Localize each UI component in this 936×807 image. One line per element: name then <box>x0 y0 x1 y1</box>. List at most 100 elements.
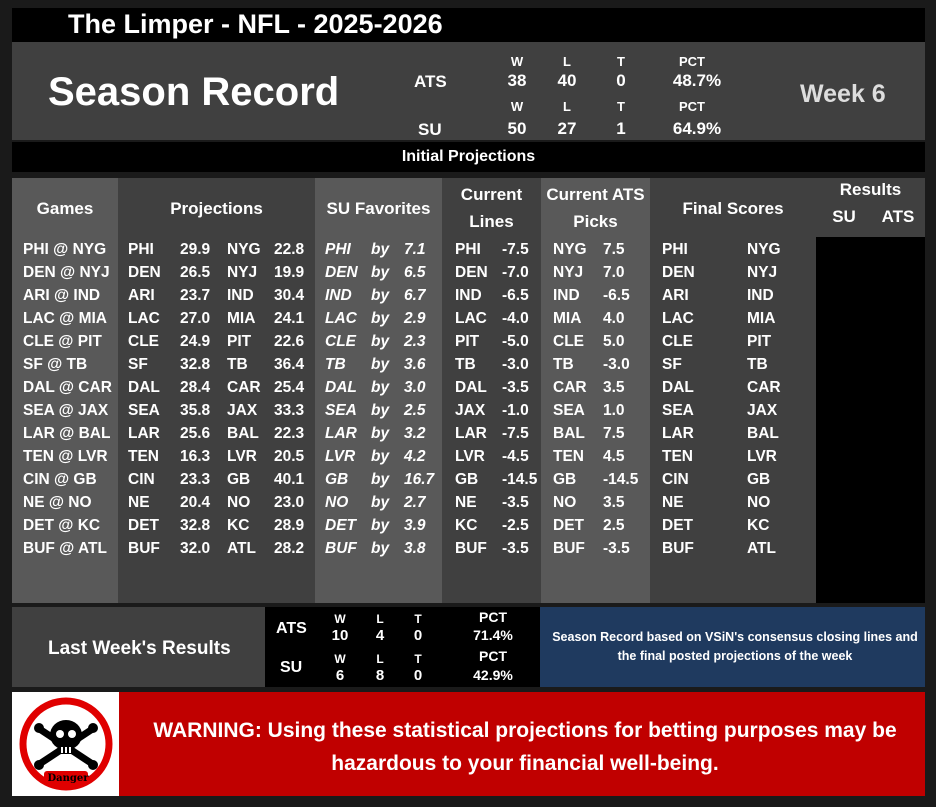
ats-pick-team: CAR <box>553 379 587 396</box>
game-cell: PHI @ NYG <box>23 241 107 258</box>
proj-away-score: 35.8 <box>180 402 211 419</box>
game-cell: DAL @ CAR <box>23 379 112 396</box>
su-favorite-by: by <box>371 264 390 281</box>
final-home-team: KC <box>747 517 770 534</box>
line-value: -7.5 <box>502 241 529 258</box>
su-favorites-column <box>315 178 442 603</box>
proj-away-team: DEN <box>128 264 161 281</box>
ats-pick-value: 3.5 <box>603 494 625 511</box>
final-away-team: DET <box>662 517 693 534</box>
season-ats-w-header: W <box>510 54 524 69</box>
su-favorite-margin: 16.7 <box>404 471 435 488</box>
proj-home-team: PIT <box>227 333 252 350</box>
ats-pick-value: 7.5 <box>603 241 625 258</box>
season-ats-pct-header: PCT <box>679 54 705 69</box>
projections-column <box>118 178 315 603</box>
su-favorite-team: LAC <box>325 310 357 327</box>
line-value: -14.5 <box>502 471 538 488</box>
proj-away-team: CIN <box>128 471 155 488</box>
line-team: BUF <box>455 540 487 557</box>
proj-home-score: 33.3 <box>274 402 305 419</box>
proj-away-team: ARI <box>128 287 155 304</box>
ats-pick-team: TEN <box>553 448 584 465</box>
final-away-team: LAC <box>662 310 694 327</box>
proj-home-score: 23.0 <box>274 494 305 511</box>
final-scores-column <box>650 178 816 603</box>
last-week-su-losses: 8 <box>375 667 385 684</box>
season-su-pct-header: PCT <box>679 99 705 114</box>
su-favorite-team: BUF <box>325 540 357 557</box>
proj-home-team: TB <box>227 356 248 373</box>
su-favorite-margin: 3.2 <box>404 425 426 442</box>
ats-pick-team: BAL <box>553 425 585 442</box>
ats-pick-value: 3.5 <box>603 379 625 396</box>
proj-home-score: 22.6 <box>274 333 305 350</box>
proj-home-team: IND <box>227 287 254 304</box>
current-ats-header-line1: Current ATS <box>546 185 645 204</box>
ats-pick-team: BUF <box>553 540 585 557</box>
su-favorite-team: GB <box>325 471 349 488</box>
su-favorite-margin: 3.0 <box>404 379 426 396</box>
current-lines-header-line2: Lines <box>469 212 514 231</box>
proj-away-team: NE <box>128 494 150 511</box>
final-away-team: DEN <box>662 264 695 281</box>
ats-pick-team: MIA <box>553 310 582 327</box>
su-favorite-team: LVR <box>325 448 356 465</box>
ats-pick-value: 7.0 <box>603 264 625 281</box>
final-home-team: NO <box>747 494 771 511</box>
su-favorite-by: by <box>371 379 390 396</box>
note-box <box>540 607 925 687</box>
game-cell: DET @ KC <box>23 517 101 534</box>
proj-away-score: 25.6 <box>180 425 211 442</box>
season-ats-label: ATS <box>414 72 447 91</box>
warning-text: WARNING: Using these statistical project… <box>153 719 897 775</box>
ats-pick-value: -14.5 <box>603 471 639 488</box>
ats-pick-value: -3.5 <box>603 540 630 557</box>
su-favorite-team: LAR <box>325 425 357 442</box>
last-week-su-pct-header: PCT <box>479 648 507 664</box>
last-week-title: Last Week's Results <box>48 638 231 659</box>
last-week-ats-wins: 10 <box>331 627 349 644</box>
final-home-team: ATL <box>747 540 776 557</box>
last-week-ats-losses: 4 <box>375 627 385 644</box>
proj-away-score: 32.0 <box>180 540 211 557</box>
proj-home-score: 25.4 <box>274 379 305 396</box>
su-favorite-margin: 6.7 <box>404 287 426 304</box>
season-ats-wins: 38 <box>507 71 527 90</box>
current-ats-header-line2: Picks <box>573 212 618 231</box>
last-week-ats-t-header: T <box>414 612 422 626</box>
su-favorite-by: by <box>371 494 390 511</box>
proj-away-team: TEN <box>128 448 159 465</box>
line-team: KC <box>455 517 478 534</box>
su-favorite-by: by <box>371 448 390 465</box>
season-su-t-header: T <box>617 99 625 114</box>
results-area <box>816 237 925 603</box>
season-su-label: SU <box>418 120 442 139</box>
ats-pick-team: DET <box>553 517 584 534</box>
final-home-team: BAL <box>747 425 779 442</box>
final-home-team: TB <box>747 356 768 373</box>
season-su-ties: 1 <box>616 119 626 138</box>
final-away-team: SF <box>662 356 682 373</box>
line-value: -6.5 <box>502 287 529 304</box>
final-away-team: DAL <box>662 379 694 396</box>
proj-home-score: 28.9 <box>274 517 305 534</box>
proj-home-score: 30.4 <box>274 287 305 304</box>
final-scores-header: Final Scores <box>682 199 784 218</box>
last-week-su-t-header: T <box>414 652 422 666</box>
su-favorite-margin: 3.6 <box>404 356 426 373</box>
proj-away-team: SEA <box>128 402 160 419</box>
ats-pick-team: NYJ <box>553 264 584 281</box>
proj-away-score: 27.0 <box>180 310 211 327</box>
su-favorite-team: TB <box>325 356 346 373</box>
proj-home-score: 28.2 <box>274 540 305 557</box>
last-week-ats-w-header: W <box>334 612 346 626</box>
line-value: -3.0 <box>502 356 529 373</box>
final-home-team: CAR <box>747 379 781 396</box>
proj-home-score: 19.9 <box>274 264 305 281</box>
su-favorite-team: IND <box>325 287 352 304</box>
proj-away-team: LAC <box>128 310 160 327</box>
su-favorite-margin: 2.3 <box>404 333 426 350</box>
line-value: -5.0 <box>502 333 529 350</box>
ats-pick-team: TB <box>553 356 574 373</box>
